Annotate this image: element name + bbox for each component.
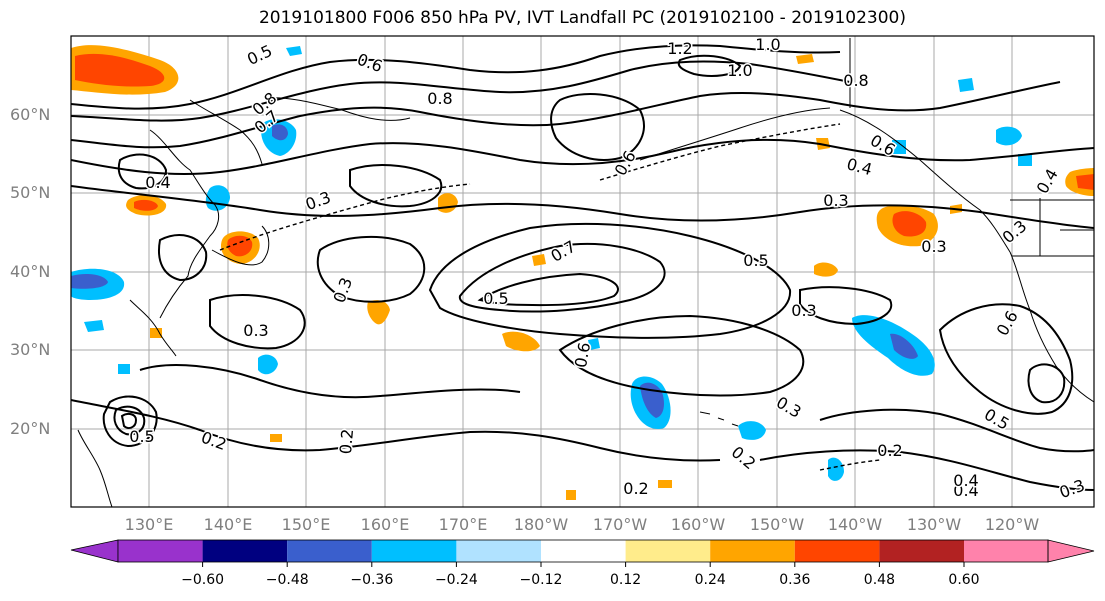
contour-label: 1.0 [727, 61, 752, 80]
contour-label: 0.6 [571, 341, 594, 369]
pv-contours [71, 44, 1094, 491]
lon-label: 150°E [281, 515, 331, 534]
colorbar-high-extension [1047, 539, 1095, 563]
colorbar-bin [118, 540, 203, 562]
contour-label: 1.2 [667, 39, 692, 58]
lon-label: 140°W [827, 515, 883, 534]
colorbar-bin [371, 540, 457, 562]
colorbar-tick-label: 0.24 [694, 572, 726, 588]
lon-label: 130°W [906, 515, 962, 534]
lon-label: 180°W [513, 515, 569, 534]
contour-label: 0.4 [145, 173, 170, 192]
lat-label: 40°N [10, 262, 51, 281]
contour-label: 0.2 [877, 441, 902, 460]
contour-label: 0.3 [243, 321, 268, 340]
contour-label: 0.2 [336, 428, 357, 455]
lon-label: 170°W [592, 515, 648, 534]
lat-label: 60°N [10, 105, 51, 124]
colorbar-bin [964, 540, 1048, 562]
pv-anomaly-fills [71, 45, 1094, 500]
colorbar-bin [794, 540, 880, 562]
colorbar-tick-label: 0.36 [779, 572, 811, 588]
colorbar-tick-label: −0.36 [350, 572, 394, 588]
colorbar-tick-label: 0.12 [610, 572, 642, 588]
colorbar-tick-label: 0.48 [863, 572, 895, 588]
lat-label: 50°N [10, 183, 51, 202]
lon-label: 140°E [203, 515, 253, 534]
colorbar-bin [710, 540, 795, 562]
contour-label: 0.5 [743, 251, 768, 270]
contour-label: 0.2 [623, 479, 648, 498]
contour-label: 0.3 [823, 191, 848, 210]
contour-label: 0.8 [427, 89, 452, 108]
colorbar-tick-label: −0.24 [434, 572, 478, 588]
colorbar-bin [456, 540, 541, 562]
lon-label: 150°W [749, 515, 805, 534]
pv-contours-dashed [219, 123, 881, 471]
colorbar-bin [287, 540, 372, 562]
colorbar-tick-label: −0.12 [519, 572, 563, 588]
colorbar-low-extension [70, 539, 119, 563]
contour-label: 0.5 [129, 427, 154, 446]
gridlines [71, 36, 1094, 507]
contour-label: 0.3 [791, 301, 816, 320]
map-title: 2019101800 F006 850 hPa PV, IVT Landfall… [258, 8, 906, 28]
colorbar-bin [541, 540, 626, 562]
lat-label: 30°N [10, 340, 51, 359]
colorbar-tick-label: −0.48 [265, 572, 309, 588]
lon-label: 170°E [438, 515, 488, 534]
contour-label: 0.4 [953, 471, 978, 490]
lon-label: 160°E [360, 515, 410, 534]
contour-label: 0.4 [953, 481, 978, 500]
colorbar-bin [202, 540, 288, 562]
colorbar-tick-label: 0.60 [948, 572, 980, 588]
lon-label: 120°W [984, 515, 1040, 534]
colorbar-tick-label: −0.60 [181, 572, 225, 588]
lon-label: 160°W [670, 515, 726, 534]
colorbar-bin [625, 540, 711, 562]
lon-label: 130°E [124, 515, 174, 534]
contour-label: 0.3 [921, 237, 946, 256]
contour-label: 1.0 [755, 35, 780, 54]
lat-label: 20°N [10, 419, 51, 438]
colorbar-bin [879, 540, 964, 562]
colorbar [70, 539, 1095, 567]
contour-label: 0.5 [483, 289, 508, 308]
contour-label: 0.8 [843, 71, 868, 90]
